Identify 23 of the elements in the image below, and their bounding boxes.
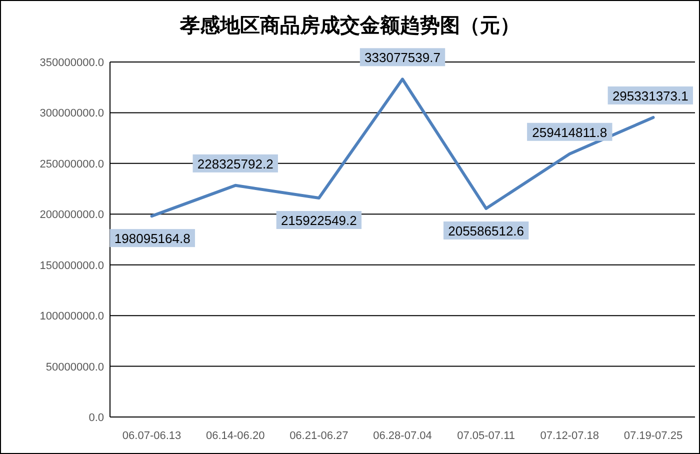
x-tick-label: 07.19-07.25 — [624, 430, 683, 442]
x-tick-label: 06.07-06.13 — [122, 430, 182, 442]
x-tick-label: 07.05-07.11 — [457, 430, 516, 442]
data-label: 333077539.7 — [364, 50, 440, 66]
data-label: 228325792.2 — [197, 156, 274, 172]
y-tick-label: 100000000.0 — [40, 310, 104, 323]
y-tick-label: 150000000.0 — [40, 260, 104, 272]
y-tick-label: 250000000.0 — [40, 158, 104, 170]
y-tick-label: 200000000.0 — [40, 209, 104, 222]
data-label: 259414811.8 — [532, 124, 608, 140]
data-label: 198095164.8 — [114, 231, 190, 246]
y-tick-label: 0.0 — [88, 412, 104, 424]
y-tick-label: 50000000.0 — [46, 361, 104, 374]
chart-title: 孝感地区商品房成交金额趋势图（元） — [179, 14, 520, 37]
x-tick-label: 07.12-07.18 — [540, 430, 599, 442]
x-tick-label: 06.28-07.04 — [373, 430, 432, 442]
x-tick-label: 06.14-06.20 — [206, 430, 265, 442]
data-label: 295331373.1 — [612, 88, 688, 104]
y-tick-label: 350000000.0 — [40, 57, 104, 69]
data-label: 215922549.2 — [280, 212, 357, 228]
x-tick-label: 06.21-06.27 — [290, 430, 348, 442]
y-tick-label: 300000000.0 — [40, 108, 104, 120]
data-label: 205586512.6 — [448, 223, 524, 238]
